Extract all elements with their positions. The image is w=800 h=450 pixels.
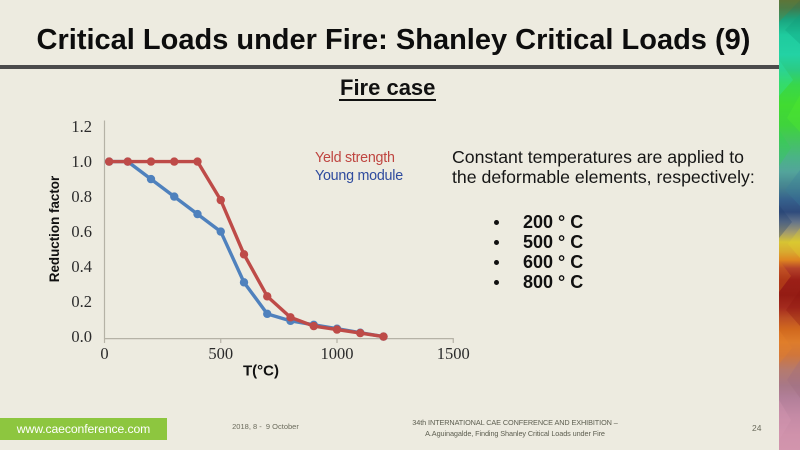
svg-text:1000: 1000: [321, 344, 354, 363]
svg-text:0.0: 0.0: [71, 327, 92, 346]
svg-text:0.8: 0.8: [71, 187, 92, 206]
svg-text:500: 500: [208, 344, 233, 363]
svg-text:0: 0: [100, 344, 108, 363]
svg-text:1.2: 1.2: [71, 117, 92, 136]
svg-text:1500: 1500: [437, 344, 470, 363]
svg-text:0.2: 0.2: [71, 292, 92, 311]
svg-text:1.0: 1.0: [71, 152, 92, 171]
svg-text:T(°C): T(°C): [243, 363, 279, 380]
svg-text:0.4: 0.4: [71, 257, 92, 276]
svg-text:0.6: 0.6: [71, 222, 92, 241]
